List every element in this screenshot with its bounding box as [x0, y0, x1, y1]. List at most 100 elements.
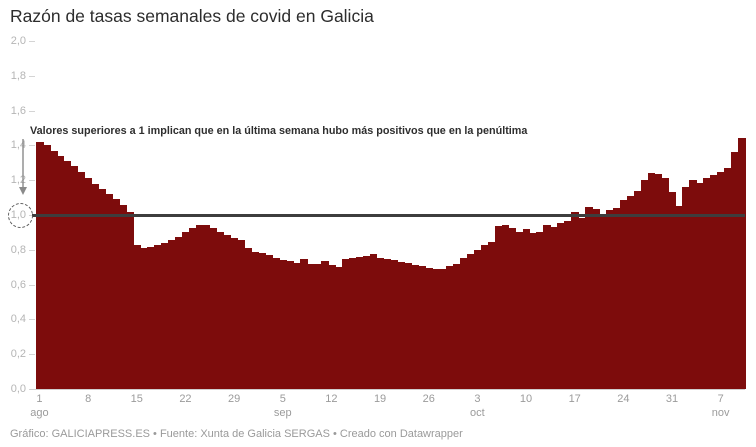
bar: [487, 241, 496, 389]
bar: [119, 204, 128, 389]
bar: [355, 256, 364, 389]
y-tick-mark: [29, 75, 35, 77]
bar: [654, 174, 663, 389]
y-tick-label: 1,6: [10, 104, 26, 117]
bar: [251, 251, 260, 389]
down-arrow-icon: [19, 139, 27, 195]
bar: [626, 195, 635, 389]
bar: [286, 261, 294, 389]
bar: [63, 161, 72, 389]
bar: [453, 263, 461, 389]
bar: [390, 260, 399, 389]
bar: [70, 166, 79, 389]
baseline-highlight-circle-icon: [8, 203, 33, 228]
bar: [161, 242, 169, 389]
bar: [717, 171, 725, 389]
bar: [314, 263, 322, 389]
y-tick-label: 0,0: [10, 383, 26, 395]
bar: [147, 247, 155, 389]
y-tick-mark: [29, 284, 35, 286]
x-tick-label: 1: [36, 393, 43, 405]
y-tick-mark: [29, 249, 35, 251]
bar: [536, 231, 545, 389]
bar: [668, 191, 677, 389]
x-month-label: oct: [470, 407, 485, 419]
x-tick-label: 10: [519, 393, 533, 405]
x-tick-label: 17: [568, 393, 581, 405]
bar: [126, 211, 134, 389]
bar: [300, 258, 308, 389]
x-tick-label: 12: [325, 393, 338, 405]
bar: [585, 207, 593, 389]
bar: [571, 211, 579, 389]
bar: [738, 138, 746, 389]
bar: [411, 264, 419, 389]
bar: [383, 258, 392, 389]
bar: [480, 245, 489, 389]
bar: [710, 174, 718, 389]
chart-footer-credit: Gráfico: GALICIAPRESS.ES • Fuente: Xunta…: [10, 428, 463, 440]
bar: [731, 152, 739, 389]
bar: [439, 268, 447, 389]
chart-title: Razón de tasas semanales de covid en Gal…: [10, 6, 374, 26]
bar: [640, 180, 649, 389]
bar: [168, 240, 176, 389]
bar: [522, 228, 531, 389]
y-tick-mark: [29, 354, 35, 356]
bar: [564, 221, 572, 389]
bar: [529, 233, 538, 389]
y-tick-mark: [29, 180, 35, 182]
x-tick-label: 29: [227, 393, 241, 405]
bar: [133, 244, 141, 389]
bar: [223, 235, 232, 389]
bar: [619, 200, 628, 389]
bar: [348, 257, 357, 389]
bar: [42, 145, 51, 389]
bar: [77, 171, 86, 389]
bar: [376, 257, 385, 389]
bar: [578, 217, 586, 389]
bar: [397, 261, 406, 389]
bar: [320, 261, 329, 389]
bar: [369, 254, 378, 389]
x-tick-label: 8: [85, 393, 92, 405]
bar: [188, 228, 197, 389]
y-tick-label: 1,8: [10, 69, 26, 82]
bar: [612, 208, 621, 389]
bar: [543, 224, 552, 389]
bar: [216, 231, 225, 389]
bar: [341, 258, 350, 389]
bar: [473, 249, 482, 389]
y-tick-label: 0,6: [10, 278, 26, 291]
bar: [181, 232, 190, 389]
y-tick-label: 0,2: [10, 348, 26, 361]
bar: [140, 248, 148, 389]
bar: [279, 260, 287, 389]
bar: [327, 265, 336, 389]
x-tick-label: 19: [373, 393, 387, 405]
bar: [36, 141, 44, 389]
bar: [494, 226, 503, 389]
y-tick-label: 0,4: [10, 313, 26, 326]
bar: [175, 236, 183, 389]
bar: [432, 268, 440, 389]
bar: [599, 214, 607, 389]
bar: [56, 155, 65, 389]
x-tick-label: 31: [665, 393, 679, 405]
bar: [272, 257, 280, 389]
bar: [84, 178, 93, 389]
x-month-label: sep: [273, 407, 292, 419]
bar: [460, 257, 468, 389]
bar: [293, 262, 301, 389]
bar: [105, 194, 114, 389]
bar: [647, 173, 656, 389]
bar: [446, 266, 454, 389]
bar: [592, 208, 600, 389]
x-tick-label: 24: [617, 393, 630, 405]
bar: [195, 225, 204, 389]
y-tick-mark: [29, 145, 35, 147]
bar: [703, 178, 711, 389]
bar: [404, 262, 413, 389]
bar: [675, 206, 684, 389]
